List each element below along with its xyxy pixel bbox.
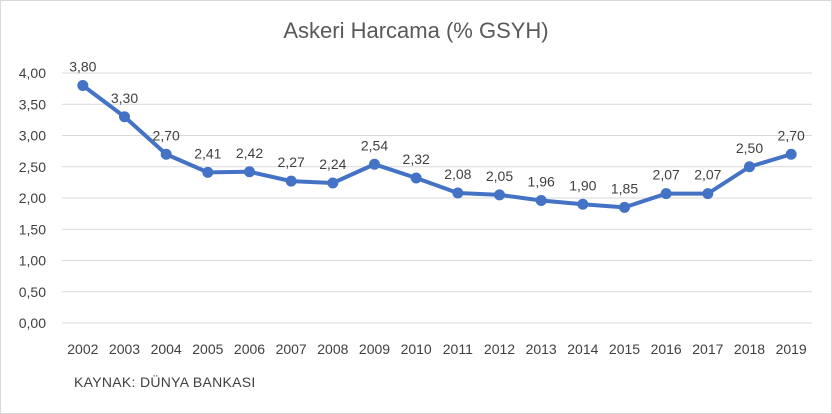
x-tick-label: 2017 — [692, 341, 723, 357]
data-label: 2,32 — [403, 151, 430, 167]
x-tick-label: 2011 — [443, 341, 473, 357]
data-point — [369, 158, 380, 170]
data-label: 2,42 — [236, 145, 263, 161]
x-tick-label: 2010 — [401, 341, 432, 357]
data-point — [77, 80, 89, 91]
x-tick-label: 2005 — [192, 341, 223, 357]
x-tick-label: 2014 — [567, 341, 598, 357]
data-point — [660, 188, 672, 200]
y-tick-label: 4,00 — [19, 65, 46, 81]
data-label: 2,41 — [194, 145, 221, 161]
y-tick-label: 0,00 — [19, 315, 46, 331]
data-point — [160, 148, 172, 160]
data-label: 2,24 — [319, 156, 346, 172]
x-tick-label: 2013 — [526, 341, 557, 357]
data-label: 2,50 — [736, 140, 763, 156]
x-tick-label: 2015 — [609, 341, 640, 357]
x-tick-label: 2004 — [151, 341, 182, 357]
data-label: 2,05 — [486, 168, 513, 184]
data-point — [577, 198, 589, 210]
x-tick-label: 2016 — [651, 341, 682, 357]
x-tick-label: 2007 — [276, 341, 307, 357]
y-tick-label: 3,00 — [19, 128, 46, 144]
data-point — [452, 187, 464, 199]
data-point — [285, 175, 297, 187]
data-label: 2,07 — [653, 167, 680, 183]
data-label: 1,96 — [528, 174, 555, 190]
y-tick-label: 1,50 — [19, 221, 46, 237]
data-point — [202, 166, 214, 178]
data-point — [244, 166, 255, 178]
data-label: 2,70 — [153, 127, 180, 143]
y-tick-label: 2,00 — [19, 190, 46, 206]
data-point — [619, 201, 630, 213]
source-note: KAYNAK: DÜNYA BANKASI — [74, 374, 256, 390]
x-tick-label: 2002 — [67, 341, 98, 357]
data-label: 1,90 — [569, 177, 596, 193]
x-tick-label: 2019 — [776, 341, 807, 357]
data-label: 3,30 — [111, 90, 138, 106]
x-tick-label: 2006 — [234, 341, 265, 357]
data-point — [702, 188, 714, 200]
y-tick-label: 0,50 — [19, 284, 46, 300]
data-label: 3,80 — [69, 59, 96, 75]
data-point — [494, 189, 505, 201]
data-point — [535, 195, 547, 206]
y-tick-label: 2,50 — [19, 159, 46, 175]
x-tick-label: 2008 — [317, 341, 348, 357]
series-line — [80, 83, 794, 210]
chart-title: Askeri Harcama (% GSYH) — [283, 18, 549, 43]
data-point — [119, 111, 130, 123]
x-tick-label: 2009 — [359, 341, 390, 357]
data-label: 2,08 — [444, 166, 471, 182]
x-tick-label: 2003 — [109, 341, 140, 357]
data-label: 2,70 — [778, 127, 805, 143]
data-label: 2,27 — [278, 154, 305, 170]
y-tick-label: 3,50 — [19, 96, 46, 112]
data-point — [785, 148, 797, 160]
data-label: 2,54 — [361, 137, 388, 153]
data-label: 2,07 — [694, 167, 721, 183]
x-tick-label: 2018 — [734, 341, 765, 357]
data-point — [410, 172, 422, 184]
data-label: 1,85 — [611, 180, 638, 196]
y-tick-label: 1,00 — [19, 253, 46, 269]
data-point — [744, 161, 755, 173]
data-point — [327, 177, 339, 189]
x-tick-label: 2012 — [484, 341, 515, 357]
